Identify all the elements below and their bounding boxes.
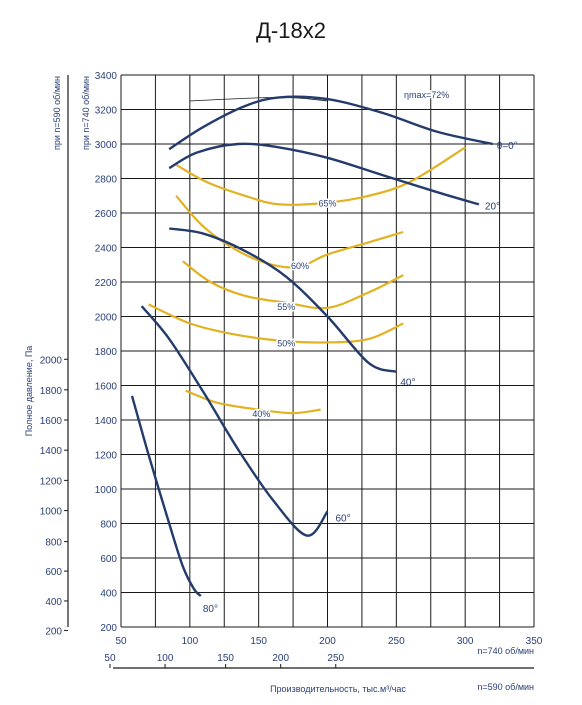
pressure-curve bbox=[130, 395, 202, 597]
secondary-y-tick-label: 600 bbox=[45, 567, 62, 578]
y-tick-label: 800 bbox=[100, 520, 117, 531]
pressure-curve bbox=[168, 95, 493, 151]
pressure-curve-label: 20° bbox=[485, 201, 500, 212]
pressure-curve-label: 40° bbox=[400, 378, 415, 389]
secondary-y-tick-label: 800 bbox=[45, 538, 62, 549]
secondary-y-tick-label: 2000 bbox=[40, 355, 63, 366]
y-tick-label: 2600 bbox=[95, 209, 118, 220]
secondary-y-tick-label: 1600 bbox=[40, 416, 63, 427]
y-tick-label: 2800 bbox=[95, 175, 118, 186]
y-tick-label: 1400 bbox=[95, 416, 118, 427]
curve-labels: θ=0° 20° 40° 60° 80° ηmax=72% 65% 60% 55% 50% 40% bbox=[203, 88, 518, 615]
x-tick-label: 250 bbox=[388, 636, 405, 647]
secondary-y-tick-label: 1000 bbox=[40, 507, 63, 518]
pressure-curves bbox=[130, 95, 493, 597]
efficiency-curve-label: 40% bbox=[252, 409, 270, 419]
efficiency-curve-label: 55% bbox=[277, 302, 295, 312]
x-tick-label: 300 bbox=[457, 636, 474, 647]
y-axis-header-740: при n=740 об/мин bbox=[81, 76, 91, 150]
efficiency-curve bbox=[175, 146, 466, 206]
efficiency-curve-label: 65% bbox=[318, 199, 336, 209]
secondary-x-tick-label: 150 bbox=[217, 653, 234, 664]
efficiency-curve bbox=[182, 260, 404, 310]
x-tick-label: 50 bbox=[115, 636, 127, 647]
efficiency-curve-label: 50% bbox=[277, 338, 295, 348]
y-tick-label: 400 bbox=[100, 589, 117, 600]
x-axis-note-740: n=740 об/мин bbox=[477, 646, 534, 656]
y-tick-label: 3000 bbox=[95, 140, 118, 151]
efficiency-curve-label: 60% bbox=[291, 261, 309, 271]
secondary-y-tick-label: 1400 bbox=[40, 446, 63, 457]
y-tick-label: 1800 bbox=[95, 347, 118, 358]
y-tick-label: 2000 bbox=[95, 313, 118, 324]
secondary-x-tick-label: 100 bbox=[157, 653, 174, 664]
y-axis-title: Полное давление, Па bbox=[24, 346, 34, 437]
x-axis-title: Производительность, тыс.м³/час bbox=[270, 684, 406, 694]
y-tick-label: 200 bbox=[100, 623, 117, 634]
y-tick-label: 1000 bbox=[95, 485, 118, 496]
secondary-x-tick-label: 50 bbox=[104, 653, 116, 664]
efficiency-curves bbox=[148, 96, 466, 415]
x-tick-label: 200 bbox=[319, 636, 336, 647]
secondary-y-tick-label: 400 bbox=[45, 597, 62, 608]
axes: 200 400 600 800 1000 1200 1400 1600 1800 2000 2200… bbox=[24, 71, 543, 694]
y-tick-label: 1600 bbox=[95, 382, 118, 393]
x-axis-note-590: n=590 об/мин bbox=[477, 682, 534, 692]
y-tick-label: 600 bbox=[100, 554, 117, 565]
x-tick-label: 150 bbox=[250, 636, 267, 647]
chart-title: Д-18х2 bbox=[256, 18, 326, 43]
y-tick-label: 3200 bbox=[95, 106, 118, 117]
x-tick-label: 100 bbox=[181, 636, 198, 647]
pressure-curve bbox=[168, 142, 480, 206]
secondary-y-tick-label: 1200 bbox=[40, 476, 63, 487]
pressure-curve-label: 80° bbox=[203, 604, 218, 615]
y-axis-header-590: при n=590 об/мин bbox=[52, 76, 62, 150]
pressure-curve bbox=[140, 305, 329, 537]
pressure-curve-label: 60° bbox=[336, 513, 351, 524]
x-tick-label: 350 bbox=[526, 636, 543, 647]
efficiency-curve bbox=[148, 303, 404, 344]
grid bbox=[120, 74, 535, 628]
y-tick-label: 2400 bbox=[95, 244, 118, 255]
efficiency-curve bbox=[175, 195, 404, 269]
secondary-y-tick-label: 1800 bbox=[40, 386, 63, 397]
secondary-x-tick-label: 250 bbox=[327, 653, 344, 664]
secondary-x-tick-label: 200 bbox=[272, 653, 289, 664]
secondary-y-tick-label: 200 bbox=[45, 626, 62, 637]
y-tick-label: 1200 bbox=[95, 451, 118, 462]
pressure-curve bbox=[169, 227, 397, 373]
y-tick-label: 3400 bbox=[95, 71, 118, 82]
efficiency-curve-label: ηmax=72% bbox=[404, 90, 449, 100]
pressure-curve-label: θ=0° bbox=[497, 141, 518, 152]
y-tick-label: 2200 bbox=[95, 278, 118, 289]
